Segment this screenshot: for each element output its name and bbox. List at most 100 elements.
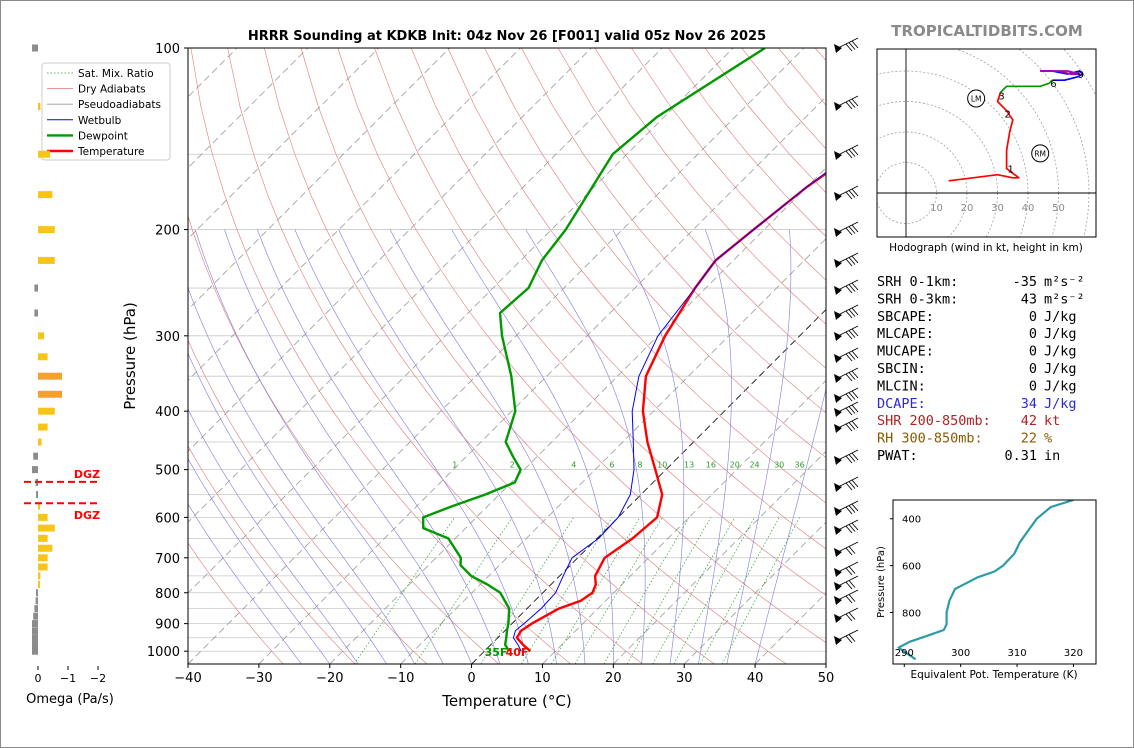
x-tick-label: 30 bbox=[676, 671, 693, 686]
omega-bar bbox=[32, 466, 38, 474]
omega-bar bbox=[35, 597, 38, 605]
wetbulb-profile-line bbox=[512, 171, 826, 652]
pseudoadiabat-line bbox=[612, 229, 685, 664]
parameter-unit: J/kg bbox=[1044, 326, 1077, 342]
omega-bar bbox=[38, 226, 55, 234]
wind-barb bbox=[834, 279, 859, 295]
dry-adiabat-line bbox=[374, 48, 826, 596]
wind-barb-feather bbox=[845, 567, 853, 576]
dry-adiabat-line bbox=[410, 48, 826, 550]
wind-barb-feather bbox=[845, 595, 853, 604]
parameter-unit: in bbox=[1044, 448, 1060, 464]
wind-barb-feather bbox=[845, 310, 853, 319]
wind-barb bbox=[834, 367, 859, 383]
wind-barb-feather bbox=[851, 98, 859, 107]
wind-barb-staff bbox=[837, 476, 859, 488]
wind-barb-feather bbox=[845, 331, 853, 340]
isotherm-line bbox=[258, 96, 826, 664]
parameter-value: 0 bbox=[1029, 344, 1037, 360]
omega-bar bbox=[38, 572, 41, 580]
parameter-value: 43 bbox=[1021, 291, 1037, 307]
dgz-label: DGZ bbox=[74, 468, 100, 481]
mixing-ratio-line bbox=[574, 517, 663, 664]
omega-bar bbox=[36, 589, 38, 597]
omega-panel: DGZ DGZ 0 −1 −2 bbox=[24, 44, 106, 685]
dry-adiabat-line bbox=[190, 48, 571, 664]
wind-barb-staff bbox=[837, 401, 859, 413]
hodograph-height-label: 2 bbox=[1004, 110, 1010, 121]
parameter-row: MLCAPE: 0 J/kg bbox=[877, 326, 1077, 342]
wind-barb-flag bbox=[834, 192, 842, 201]
omega-bar bbox=[38, 580, 40, 588]
omega-tick-label: −2 bbox=[90, 672, 106, 685]
parameter-value: 0 bbox=[1029, 378, 1037, 394]
legend-entry: Wetbulb bbox=[78, 115, 122, 127]
wind-barb-feather bbox=[848, 505, 856, 513]
wind-barb-staff bbox=[837, 500, 859, 512]
wind-barb bbox=[834, 387, 859, 403]
pseudoadiabat-line bbox=[754, 387, 826, 664]
wind-barb-feather bbox=[848, 406, 856, 414]
x-tick-label: 0 bbox=[467, 671, 475, 686]
storm-motion-marker bbox=[1031, 144, 1050, 163]
isotherm-line bbox=[188, 48, 663, 523]
pseudoadiabat-line bbox=[188, 408, 359, 664]
dry-adiabat-line bbox=[484, 48, 826, 459]
mixing-ratio-line bbox=[480, 517, 575, 664]
wind-barb bbox=[834, 575, 859, 591]
omega-bar bbox=[36, 491, 38, 499]
legend-entry: Dry Adiabats bbox=[78, 84, 146, 96]
omega-bar bbox=[32, 634, 38, 642]
omega-bar bbox=[38, 372, 62, 380]
dry-adiabat-line bbox=[337, 48, 826, 643]
wind-barb-feather bbox=[848, 352, 856, 360]
wind-barb-staff bbox=[837, 417, 859, 429]
storm-motion-label: RM bbox=[1034, 149, 1046, 158]
omega-bar bbox=[38, 423, 48, 431]
wind-barb-flag bbox=[834, 374, 842, 383]
pseudoadiabat-line bbox=[257, 229, 501, 664]
pseudoadiabat-line bbox=[451, 229, 614, 664]
omega-bar bbox=[38, 191, 53, 199]
omega-bar bbox=[38, 554, 48, 562]
wind-barb-feather bbox=[851, 255, 859, 264]
wind-barb-feather bbox=[845, 635, 853, 644]
parameter-row: SHR 200-850mb: 42 kt bbox=[877, 413, 1060, 429]
dry-adiabat-line bbox=[188, 445, 356, 664]
wind-barb-feather bbox=[851, 350, 859, 359]
wind-barb-feather bbox=[848, 594, 856, 602]
x-tick-label: −10 bbox=[387, 671, 414, 686]
wind-barb bbox=[834, 185, 859, 201]
hodograph-ring-label: 40 bbox=[1022, 203, 1035, 214]
wind-barb-staff bbox=[837, 387, 859, 399]
y-tick-label: 1000 bbox=[147, 645, 180, 660]
wind-barb-feather bbox=[845, 373, 853, 382]
omega-bar bbox=[38, 502, 40, 510]
mixing-ratio-line bbox=[673, 517, 755, 664]
legend-entry: Temperature bbox=[77, 146, 145, 158]
parameter-label: SRH 0-1km: bbox=[877, 274, 958, 290]
wind-barb-staff bbox=[837, 519, 859, 531]
y-tick-label: 300 bbox=[155, 330, 180, 345]
omega-bar bbox=[34, 309, 38, 317]
parameter-row: DCAPE: 34 J/kg bbox=[877, 396, 1077, 412]
mixing-ratio-labels: 1 2 4 6 8 10 13 16 20 24 30 36 bbox=[452, 460, 805, 469]
wind-barb-staff bbox=[837, 367, 859, 379]
wind-barb-feather bbox=[845, 407, 853, 416]
pseudoadiabat-line bbox=[338, 229, 557, 664]
wind-barb-feather bbox=[851, 503, 859, 512]
wind-barb-staff bbox=[837, 144, 859, 156]
wind-barb-feather bbox=[851, 390, 859, 399]
wind-barb-feather bbox=[851, 282, 859, 291]
omega-bar bbox=[32, 620, 38, 628]
isotherm-line bbox=[825, 663, 826, 664]
hodograph-ring-label: 10 bbox=[930, 203, 943, 214]
parameter-label: SHR 200-850mb: bbox=[877, 413, 991, 429]
wind-barb bbox=[834, 221, 859, 237]
wind-barb-feather bbox=[851, 420, 859, 429]
parameter-row: PWAT: 0.31 in bbox=[877, 448, 1060, 464]
parameter-value: 22 bbox=[1021, 431, 1037, 447]
y-axis-label: Pressure (hPa) bbox=[121, 302, 139, 410]
wind-barb-staff bbox=[837, 541, 859, 553]
wind-barb-feather bbox=[851, 452, 859, 461]
